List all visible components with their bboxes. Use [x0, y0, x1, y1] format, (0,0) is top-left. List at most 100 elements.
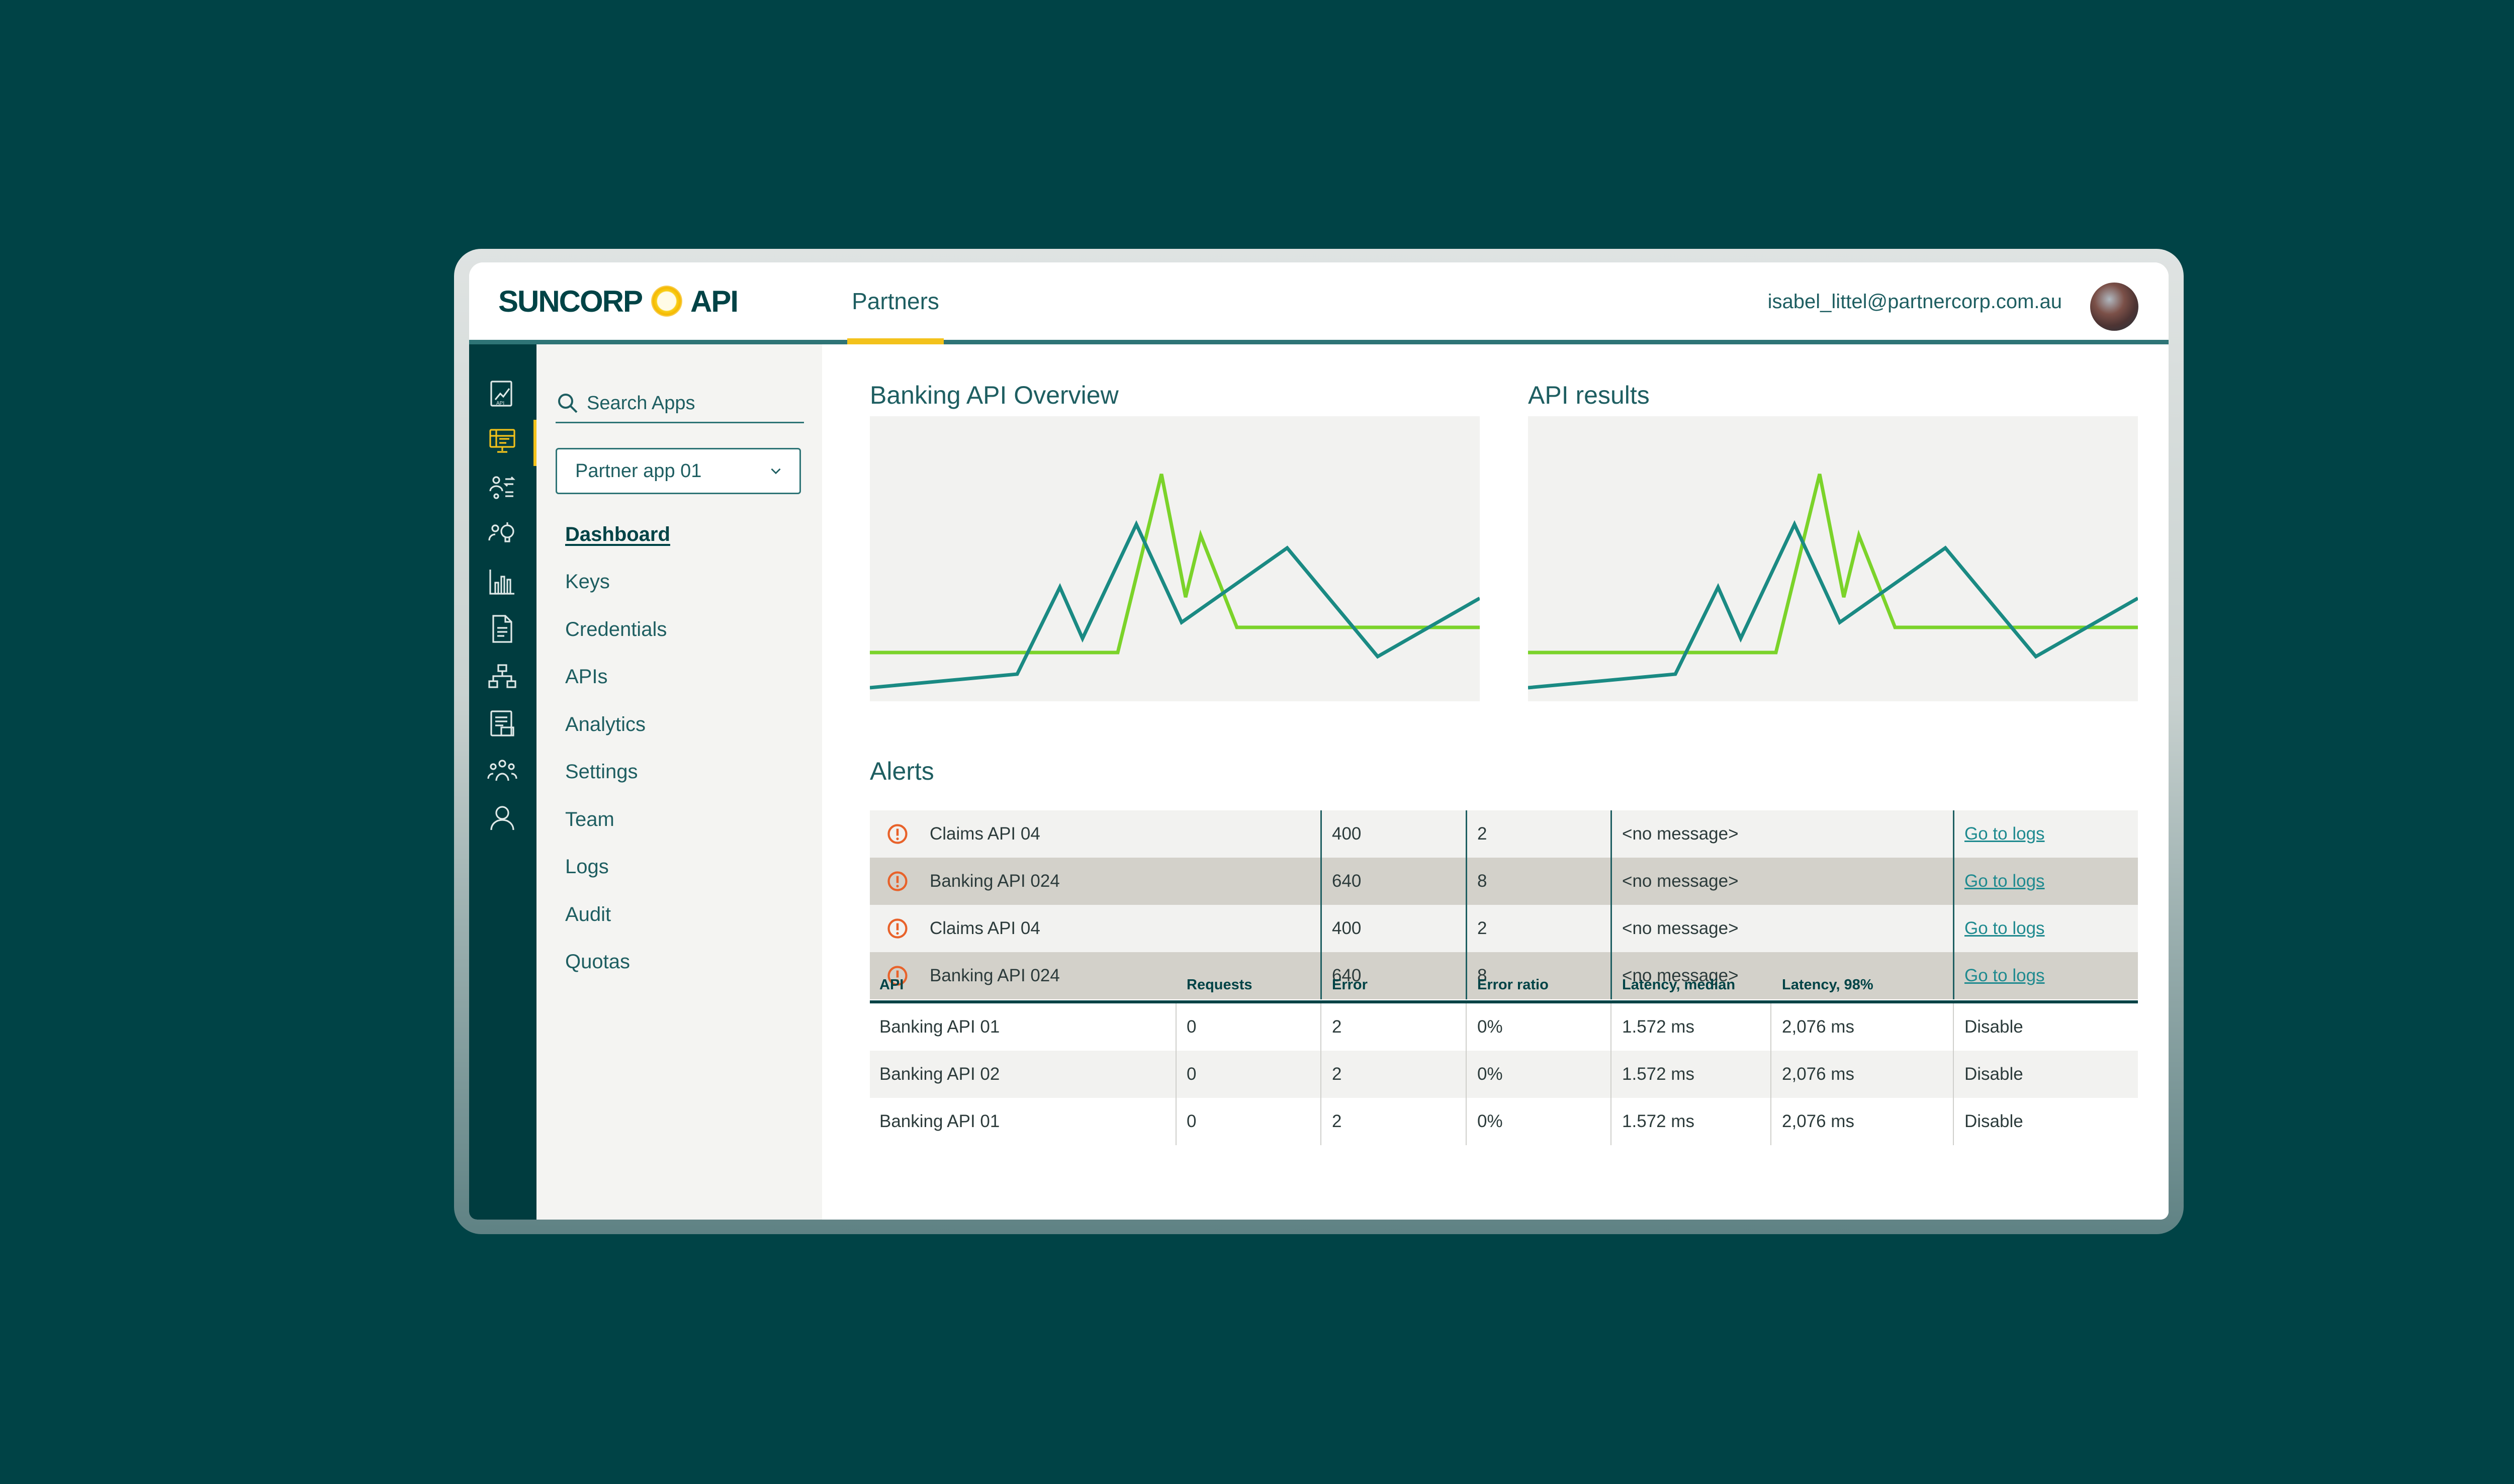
column-divider: [1466, 810, 1467, 858]
column-divider: [1466, 952, 1467, 999]
document-icon[interactable]: [486, 613, 518, 645]
rail-active-indicator: [533, 420, 537, 466]
user-email[interactable]: isabel_littel@partnercorp.com.au: [1767, 290, 2062, 313]
column-header-error[interactable]: Error: [1332, 977, 1368, 993]
alert-count: 2: [1477, 824, 1487, 844]
partner-apps-icon[interactable]: [486, 425, 518, 457]
table-row: Banking API 01 0 2 0% 1.572 ms 2,076 ms …: [870, 1098, 2138, 1145]
column-header-api[interactable]: API: [879, 977, 904, 993]
alert-row: Banking API 024 640 8 <no message> Go to…: [870, 858, 2138, 905]
column-divider: [1953, 952, 1954, 999]
warning-icon: [887, 966, 908, 986]
suncorp-api-logo[interactable]: SUNCORP API: [498, 283, 739, 320]
sidebar-item-audit[interactable]: Audit: [565, 903, 611, 925]
column-header-requests[interactable]: Requests: [1187, 977, 1252, 993]
cell-error: 2: [1332, 1017, 1342, 1037]
alert-api-name: Claims API 04: [930, 918, 1040, 938]
alert-message: <no message>: [1622, 918, 1739, 938]
teal-series-line: [1528, 520, 2138, 690]
cell-latency-median: 1.572 ms: [1622, 1064, 1694, 1084]
api-stats-table: API Requests Error Error ratio Latency, …: [870, 966, 2138, 1145]
sidebar-item-apis[interactable]: APIs: [565, 666, 608, 688]
column-divider: [1320, 1098, 1321, 1145]
column-divider: [1320, 1051, 1321, 1098]
secondary-sidebar: Partner app 01 Dashboard Keys Credential…: [536, 344, 822, 1220]
go-to-logs-link[interactable]: Go to logs: [1964, 918, 2045, 938]
cell-latency-98: 2,076 ms: [1782, 1017, 1854, 1037]
alert-api-name: Banking API 024: [930, 871, 1060, 891]
insights-icon[interactable]: [486, 518, 518, 550]
column-header-error-ratio[interactable]: Error ratio: [1477, 977, 1549, 993]
sidebar-item-settings[interactable]: Settings: [565, 761, 638, 783]
cell-latency-median: 1.572 ms: [1622, 1017, 1694, 1037]
disable-button[interactable]: Disable: [1964, 1111, 2023, 1131]
cell-error-ratio: 0%: [1477, 1017, 1503, 1037]
disable-button[interactable]: Disable: [1964, 1017, 2023, 1037]
alert-code: 640: [1332, 871, 1362, 891]
cell-error-ratio: 0%: [1477, 1064, 1503, 1084]
alert-code: 400: [1332, 824, 1362, 844]
cell-latency-98: 2,076 ms: [1782, 1111, 1854, 1131]
analytics-bar-icon[interactable]: [486, 566, 518, 598]
api-docs-icon[interactable]: API: [486, 378, 518, 410]
sidebar-item-credentials[interactable]: Credentials: [565, 618, 667, 640]
column-divider: [1610, 1003, 1611, 1051]
column-divider: [1610, 905, 1612, 952]
cell-latency-98: 2,076 ms: [1782, 1064, 1854, 1084]
cell-latency-median: 1.572 ms: [1622, 1111, 1694, 1131]
column-divider: [1953, 858, 1954, 905]
svg-text:API: API: [496, 401, 504, 406]
lime-series-line: [870, 474, 1480, 655]
profile-icon[interactable]: [486, 802, 518, 834]
go-to-logs-link[interactable]: Go to logs: [1964, 824, 2045, 844]
sidebar-item-team[interactable]: Team: [565, 808, 614, 830]
alert-row: Claims API 04 400 2 <no message> Go to l…: [870, 810, 2138, 858]
alert-count: 8: [1477, 871, 1487, 891]
tab-partners[interactable]: Partners: [847, 262, 944, 344]
alerts-table: Claims API 04 400 2 <no message> Go to l…: [870, 810, 2138, 999]
column-divider: [1466, 1051, 1467, 1098]
column-header-latency-98[interactable]: Latency, 98%: [1782, 977, 1873, 993]
sidebar-item-quotas[interactable]: Quotas: [565, 951, 630, 973]
go-to-logs-link[interactable]: Go to logs: [1964, 966, 2045, 985]
top-header: SUNCORP API Partners isabel_littel@partn…: [469, 262, 2169, 344]
sidebar-item-keys[interactable]: Keys: [565, 571, 610, 593]
sidebar-item-logs[interactable]: Logs: [565, 856, 609, 878]
column-header-latency-median[interactable]: Latency, median: [1622, 977, 1736, 993]
warning-icon: [887, 918, 908, 939]
column-divider: [1320, 858, 1322, 905]
app-select[interactable]: Partner app 01: [556, 448, 801, 494]
alert-api-name: Claims API 04: [930, 824, 1040, 844]
sidebar-item-dashboard[interactable]: Dashboard: [565, 523, 670, 545]
logo-api-label: API: [690, 284, 739, 318]
search-input[interactable]: [586, 392, 789, 415]
alert-count: 2: [1477, 918, 1487, 938]
alerts-title: Alerts: [870, 757, 934, 785]
column-divider: [1176, 1003, 1177, 1051]
alert-code: 640: [1332, 966, 1362, 985]
results-chart-svg: [1528, 474, 2138, 690]
column-divider: [1466, 858, 1467, 905]
cell-requests: 0: [1187, 1111, 1197, 1131]
overview-title: Banking API Overview: [870, 381, 1119, 409]
avatar[interactable]: [2090, 283, 2138, 331]
warning-icon: [887, 824, 908, 844]
column-divider: [1320, 952, 1322, 999]
icon-rail: API: [469, 344, 537, 1220]
column-divider: [1770, 1003, 1771, 1051]
users-sync-icon[interactable]: [486, 471, 518, 503]
reports-icon[interactable]: [486, 707, 518, 739]
teal-series-line: [870, 520, 1480, 690]
go-to-logs-link[interactable]: Go to logs: [1964, 871, 2045, 891]
network-icon[interactable]: [486, 660, 518, 692]
disable-button[interactable]: Disable: [1964, 1064, 2023, 1084]
sidebar-item-analytics[interactable]: Analytics: [565, 713, 646, 735]
column-divider: [1320, 810, 1322, 858]
column-divider: [1770, 1051, 1771, 1098]
team-icon[interactable]: [486, 755, 518, 787]
column-divider: [1610, 1098, 1611, 1145]
alert-code: 400: [1332, 918, 1362, 938]
cell-error-ratio: 0%: [1477, 1111, 1503, 1131]
chevron-down-icon: [771, 468, 781, 475]
cell-requests: 0: [1187, 1017, 1197, 1037]
